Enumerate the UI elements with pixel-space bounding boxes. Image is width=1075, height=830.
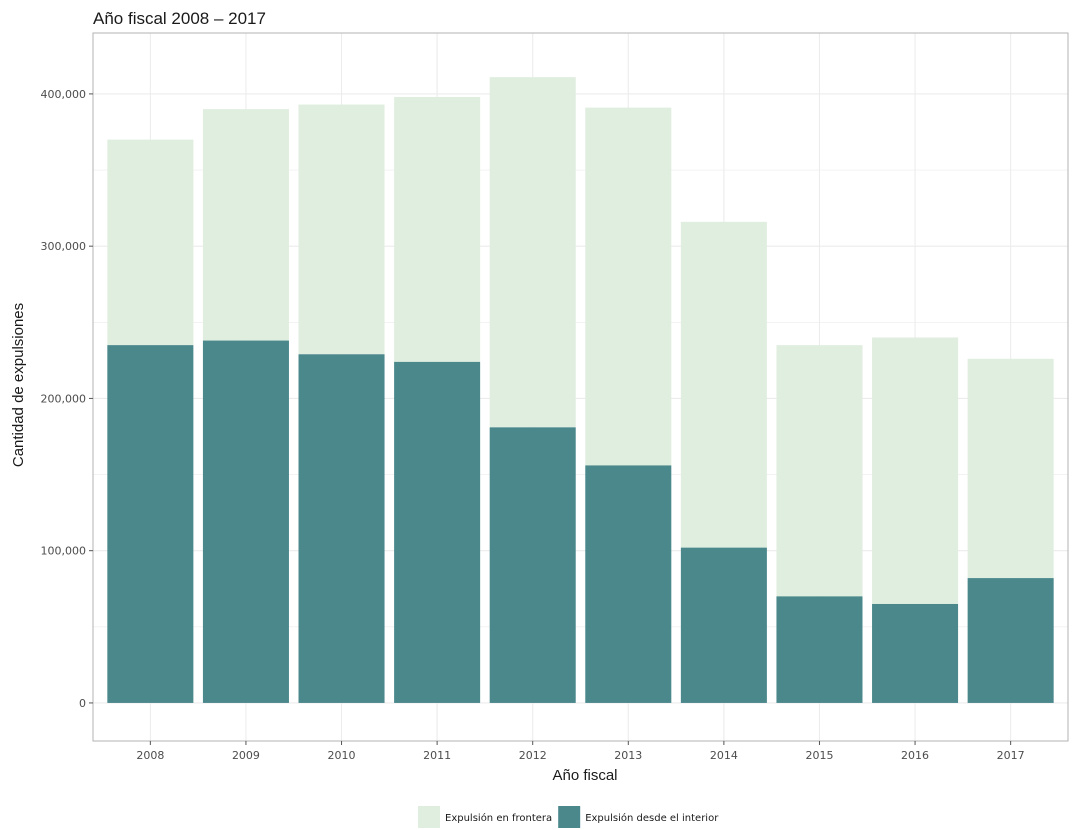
bar-interior-2009 — [202, 340, 289, 703]
y-tick-label: 200,000 — [41, 392, 87, 405]
bar-interior-2016 — [872, 603, 959, 703]
bar-interior-2010 — [298, 354, 385, 703]
y-tick-label: 100,000 — [41, 545, 87, 558]
bar-frontera-2015 — [776, 345, 863, 597]
y-tick-label: 400,000 — [41, 88, 87, 101]
bar-interior-2017 — [967, 578, 1054, 703]
bar-frontera-2017 — [967, 358, 1054, 579]
x-tick-label: 2014 — [710, 749, 738, 762]
x-tick-label: 2012 — [519, 749, 547, 762]
x-tick-label: 2010 — [328, 749, 356, 762]
y-tick-label: 300,000 — [41, 240, 87, 253]
x-tick-label: 2009 — [232, 749, 260, 762]
legend-label-frontera: Expulsión en frontera — [445, 812, 552, 824]
bars — [107, 77, 1054, 703]
bar-interior-2012 — [489, 427, 576, 703]
chart-title: Año fiscal 2008 – 2017 — [93, 9, 266, 28]
y-tick-label: 0 — [79, 697, 86, 710]
y-axis-ticks: 0 100,000 200,000 300,000 400,000 — [41, 88, 93, 710]
legend-key-frontera — [418, 806, 440, 828]
x-axis-title: Año fiscal — [552, 767, 617, 784]
bar-frontera-2008 — [107, 139, 194, 346]
bar-interior-2015 — [776, 596, 863, 703]
bar-interior-2014 — [680, 547, 767, 703]
x-tick-label: 2015 — [805, 749, 833, 762]
panel-border — [92, 32, 1069, 742]
legend: Expulsión en frontera Expulsión desde el … — [418, 806, 719, 828]
plot-panel — [92, 32, 1069, 742]
bar-interior-2008 — [107, 345, 194, 703]
legend-label-interior: Expulsión desde el interior — [585, 812, 719, 824]
bar-frontera-2009 — [202, 109, 289, 341]
legend-key-interior — [558, 806, 581, 828]
bar-frontera-2011 — [394, 96, 481, 362]
x-tick-label: 2013 — [614, 749, 642, 762]
x-tick-label: 2017 — [997, 749, 1025, 762]
bar-frontera-2012 — [489, 77, 576, 428]
bar-frontera-2010 — [298, 104, 385, 355]
x-axis-ticks: 2008 2009 2010 2011 2012 2013 2014 2015 2016 2017 — [136, 741, 1025, 762]
bar-interior-2013 — [585, 465, 672, 703]
bar-interior-2011 — [394, 361, 481, 703]
x-tick-label: 2008 — [136, 749, 164, 762]
x-tick-label: 2011 — [423, 749, 451, 762]
bar-frontera-2013 — [585, 107, 672, 466]
x-tick-label: 2016 — [901, 749, 929, 762]
bar-frontera-2016 — [872, 337, 959, 604]
bar-frontera-2014 — [680, 221, 767, 548]
y-axis-title: Cantidad de expulsiones — [10, 303, 27, 467]
